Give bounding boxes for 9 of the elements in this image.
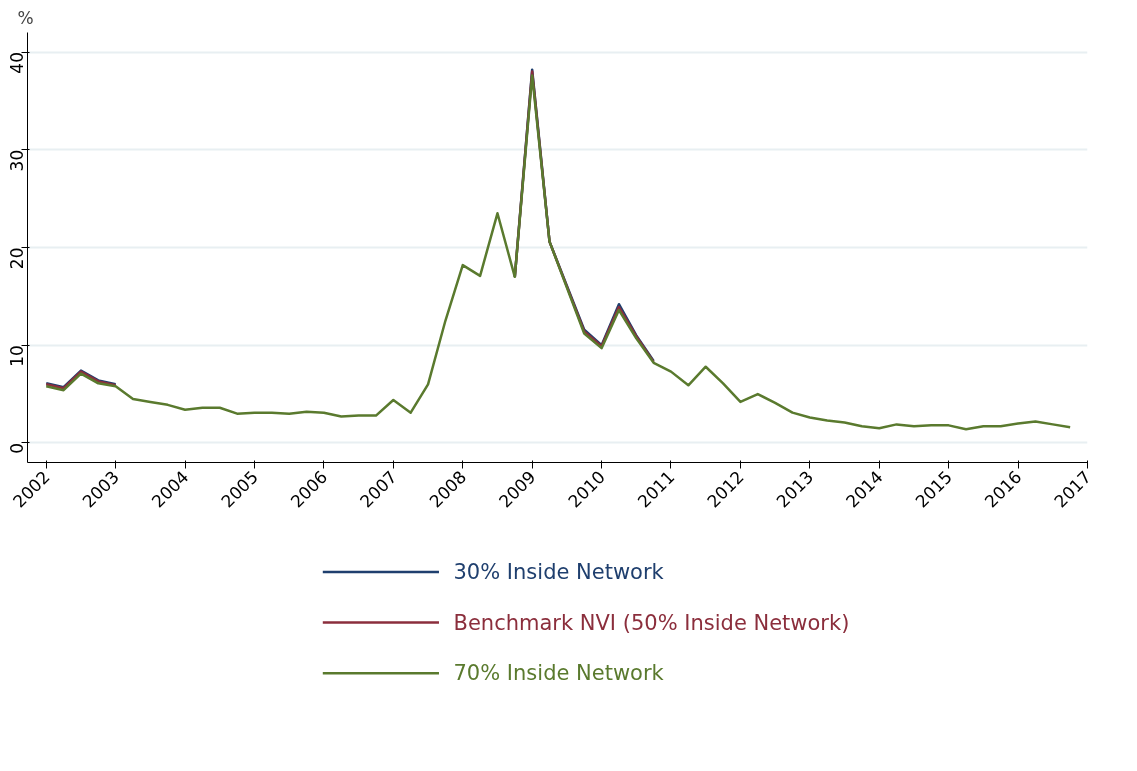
y-axis-title: % — [17, 7, 34, 28]
text: Benchmark NVI (50% Inside Network) — [453, 610, 850, 635]
y-tick-label: 20 — [7, 247, 27, 270]
y-tick-label: 40 — [7, 52, 27, 74]
y-tick-label: 10 — [7, 345, 27, 367]
y-tick-label: 30 — [7, 149, 27, 172]
y-tick-label: 0 — [7, 442, 27, 454]
text: 70% Inside Network — [453, 661, 665, 686]
text: 30% Inside Network — [453, 559, 665, 584]
